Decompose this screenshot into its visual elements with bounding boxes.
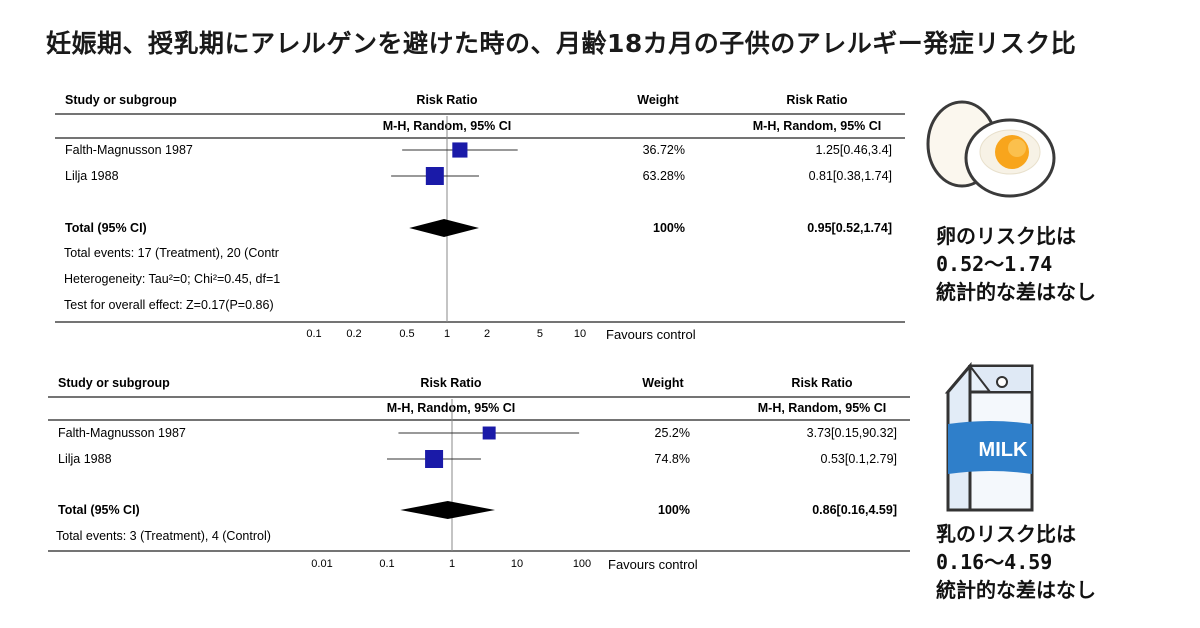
header-risk-ratio: Risk Ratio <box>416 93 477 107</box>
milk-label: MILK <box>979 439 1028 461</box>
tick-label: 1 <box>444 328 450 340</box>
forest-plot-milk: Study or subgroup Risk Ratio Weight Risk Ra… <box>48 376 910 572</box>
total-diamond <box>400 501 496 519</box>
ci-value: 3.73[0.15,90.32] <box>807 426 897 440</box>
header-study: Study or subgroup <box>65 93 177 107</box>
point-estimate-square <box>482 426 496 440</box>
favours-label: Favours control <box>606 327 696 342</box>
header-risk-ratio: Risk Ratio <box>420 376 481 390</box>
tick-label: 1 <box>449 558 455 570</box>
egg-illustration <box>926 100 1056 198</box>
tick-label: 0.1 <box>379 558 394 570</box>
study-name: Lilja 1988 <box>58 452 112 466</box>
weight-value: 25.2% <box>655 426 690 440</box>
ci-value: 0.53[0.1,2.79] <box>821 452 897 466</box>
egg-summary: 卵のリスク比は 0.52～1.74 統計的な差はなし <box>936 222 1096 306</box>
tick-label: 0.2 <box>346 328 361 340</box>
study-name: Falth-Magnusson 1987 <box>65 143 193 157</box>
footnote: Total events: 17 (Treatment), 20 (Contr <box>64 246 279 260</box>
favours-label: Favours control <box>608 557 698 572</box>
forest-plot-egg: Study or subgroup Risk Ratio Weight Risk Ra… <box>55 93 905 342</box>
total-weight: 100% <box>658 503 690 517</box>
ci-value: 0.81[0.38,1.74] <box>809 169 892 183</box>
header-risk-ratio-right: Risk Ratio <box>786 93 847 107</box>
point-estimate-square <box>425 167 444 185</box>
study-name: Falth-Magnusson 1987 <box>58 426 186 440</box>
tick-label: 10 <box>574 328 586 340</box>
tick-label: 0.5 <box>399 328 414 340</box>
total-diamond <box>409 219 479 237</box>
tick-label: 10 <box>511 558 523 570</box>
tick-label: 2 <box>484 328 490 340</box>
egg-summary-line: 卵のリスク比は <box>936 224 1076 248</box>
tick-label: 0.1 <box>306 328 321 340</box>
footnote: Test for overall effect: Z=0.17(P=0.86) <box>64 298 274 312</box>
egg-summary-line: 0.52～1.74 <box>936 252 1053 276</box>
total-ci: 0.86[0.16,4.59] <box>812 503 897 517</box>
footnote: Heterogeneity: Tau²=0; Chi²=0.45, df=1 <box>64 272 280 286</box>
total-weight: 100% <box>653 221 685 235</box>
study-name: Lilja 1988 <box>65 169 119 183</box>
header-risk-ratio-right: Risk Ratio <box>791 376 852 390</box>
header-weight: Weight <box>642 376 684 390</box>
milk-summary: 乳のリスク比は 0.16～4.59 統計的な差はなし <box>936 520 1096 604</box>
weight-value: 36.72% <box>643 143 685 157</box>
milk-summary-line: 0.16～4.59 <box>936 550 1053 574</box>
tick-label: 100 <box>573 558 591 570</box>
egg-summary-line: 統計的な差はなし <box>936 280 1096 304</box>
header-method-right: M-H, Random, 95% CI <box>758 401 887 415</box>
footnote: Total events: 3 (Treatment), 4 (Control) <box>56 529 271 543</box>
total-ci: 0.95[0.52,1.74] <box>807 221 892 235</box>
header-weight: Weight <box>637 93 679 107</box>
header-method-right: M-H, Random, 95% CI <box>753 119 882 133</box>
total-label: Total (95% CI) <box>65 221 147 235</box>
point-estimate-square <box>452 142 468 158</box>
total-label: Total (95% CI) <box>58 503 140 517</box>
tick-label: 5 <box>537 328 543 340</box>
weight-value: 63.28% <box>643 169 685 183</box>
tick-label: 0.01 <box>311 558 332 570</box>
header-method: M-H, Random, 95% CI <box>387 401 516 415</box>
milk-summary-line: 乳のリスク比は <box>936 522 1076 546</box>
milk-summary-line: 統計的な差はなし <box>936 578 1096 602</box>
ci-value: 1.25[0.46,3.4] <box>816 143 892 157</box>
header-study: Study or subgroup <box>58 376 170 390</box>
page-title: 妊娠期、授乳期にアレルゲンを避けた時の、月齢18カ月の子供のアレルギー発症リスク… <box>46 29 1077 58</box>
milk-carton-illustration: MILK <box>944 362 1034 512</box>
point-estimate-square <box>425 450 444 468</box>
weight-value: 74.8% <box>655 452 690 466</box>
